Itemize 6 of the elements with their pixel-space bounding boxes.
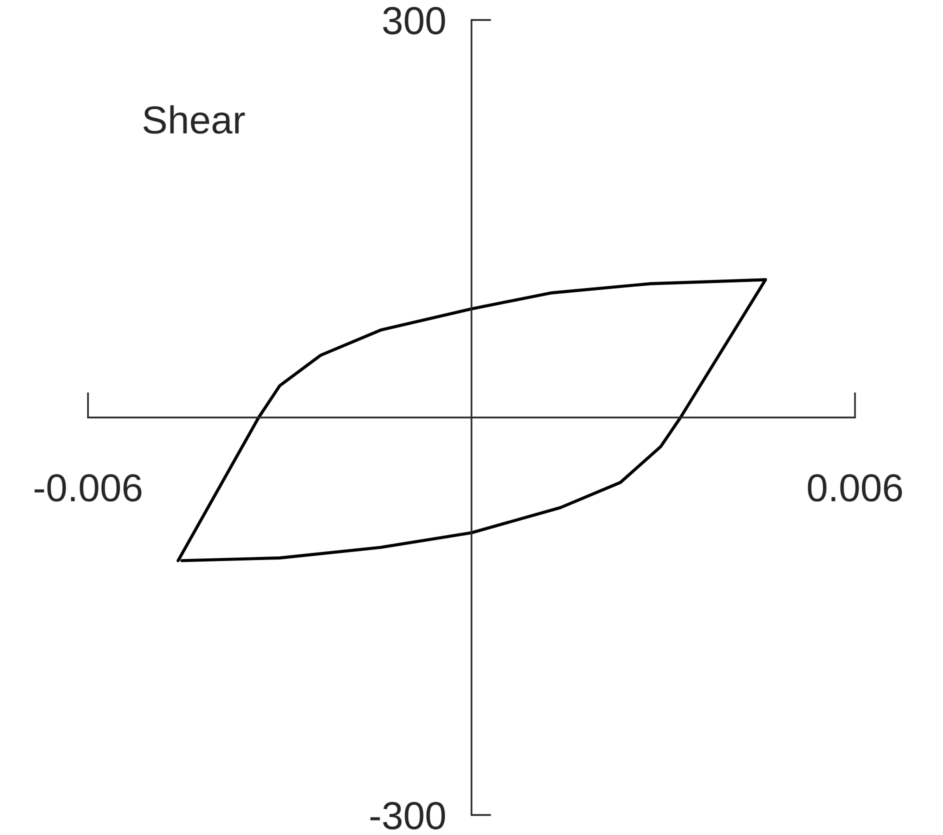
annotation: Shear — [143, 105, 245, 134]
line-series — [176, 278, 768, 562]
y-tick-label: 300 — [383, 6, 445, 34]
x-tick-label: -0.006 — [34, 474, 142, 502]
x-tick-label: 0.006 — [808, 474, 902, 502]
y-tick-label: -300 — [370, 802, 445, 830]
